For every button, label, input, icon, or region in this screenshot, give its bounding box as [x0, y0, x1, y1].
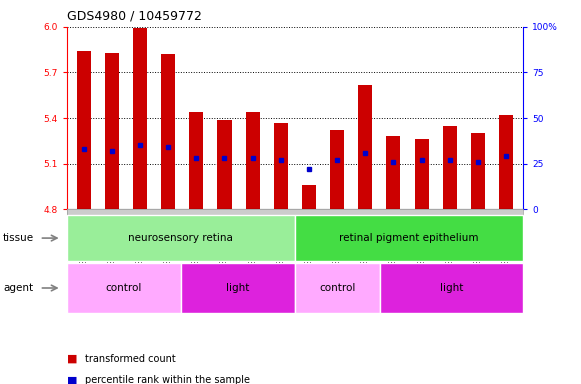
Bar — [471, 133, 485, 209]
Text: GDS4980 / 10459772: GDS4980 / 10459772 — [67, 10, 202, 23]
Bar — [443, 126, 457, 209]
Bar — [302, 185, 316, 209]
Text: control: control — [320, 283, 356, 293]
Bar — [105, 53, 119, 209]
Text: control: control — [106, 283, 142, 293]
Bar — [77, 51, 91, 209]
Text: neurosensory retina: neurosensory retina — [128, 233, 234, 243]
Bar — [246, 112, 260, 209]
Text: retinal pigment epithelium: retinal pigment epithelium — [339, 233, 479, 243]
Text: transformed count: transformed count — [85, 354, 176, 364]
Bar — [133, 28, 147, 209]
Text: agent: agent — [3, 283, 33, 293]
Text: percentile rank within the sample: percentile rank within the sample — [85, 375, 250, 384]
Bar — [386, 136, 400, 209]
Text: ■: ■ — [67, 354, 77, 364]
Text: tissue: tissue — [3, 233, 34, 243]
Bar — [330, 130, 344, 209]
Bar — [358, 84, 372, 209]
Text: light: light — [440, 283, 463, 293]
Text: ■: ■ — [67, 375, 77, 384]
Bar — [189, 112, 203, 209]
Bar — [274, 122, 288, 209]
Bar — [414, 139, 429, 209]
Bar — [217, 119, 231, 209]
Text: light: light — [226, 283, 249, 293]
Bar — [499, 115, 513, 209]
Bar — [161, 54, 175, 209]
